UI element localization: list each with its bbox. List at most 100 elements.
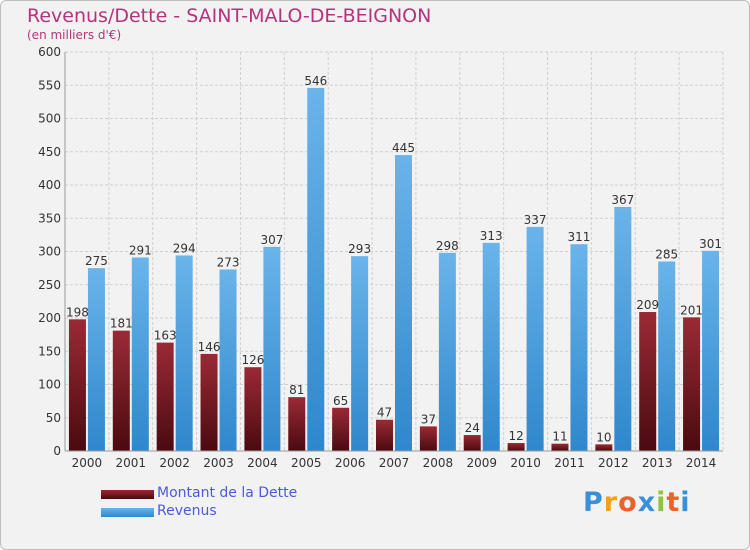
logo-letter: o: [618, 487, 638, 518]
data-label-dette: 65: [333, 394, 348, 408]
data-label-dette: 209: [636, 298, 659, 312]
y-tick-label: 600: [38, 45, 61, 59]
y-tick-label: 0: [53, 444, 61, 458]
y-tick-label: 500: [38, 112, 61, 126]
x-tick-label: 2014: [686, 456, 717, 470]
data-label-revenus: 301: [699, 237, 722, 251]
data-label-revenus: 367: [611, 193, 634, 207]
bar-revenus: [307, 87, 325, 451]
data-label-dette: 163: [154, 329, 177, 343]
bar-dette: [507, 443, 525, 451]
x-tick-label: 2003: [203, 456, 234, 470]
legend-swatch-revenus: [101, 508, 154, 517]
data-label-dette: 47: [377, 406, 392, 420]
bar-dette: [332, 407, 350, 451]
legend-label-dette: Montant de la Dette: [157, 485, 298, 501]
data-label-revenus: 546: [304, 74, 327, 88]
bar-revenus: [438, 252, 456, 451]
x-tick-label: 2005: [291, 456, 322, 470]
x-tick-label: 2008: [423, 456, 454, 470]
logo-letter: x: [637, 487, 657, 518]
y-tick-label: 150: [38, 344, 61, 358]
bar-dette: [200, 353, 218, 451]
x-tick-label: 2007: [379, 456, 410, 470]
bar-revenus: [658, 261, 676, 451]
bar-dette: [463, 435, 481, 451]
axes: 0 50 100 150 200 250 300 350 400 450 500 550 600 2000…: [38, 45, 723, 470]
x-tick-label: 2013: [642, 456, 673, 470]
bar-dette: [68, 319, 86, 451]
x-tick-label: 2011: [554, 456, 585, 470]
chart-subtitle: (en milliers d'€): [27, 28, 122, 42]
bar-dette: [376, 419, 393, 451]
data-label-revenus: 291: [129, 243, 152, 257]
y-tick-label: 50: [46, 411, 61, 425]
bars: [68, 87, 720, 451]
data-label-revenus: 285: [655, 247, 678, 261]
data-label-revenus: 337: [524, 213, 547, 227]
x-tick-label: 2004: [247, 456, 278, 470]
data-label-dette: 181: [110, 317, 133, 331]
chart-title: Revenus/Dette - SAINT-MALO-DE-BEIGNON: [27, 5, 432, 27]
data-label-revenus: 313: [480, 229, 503, 243]
y-tick-label: 100: [38, 378, 61, 392]
x-tick-label: 2010: [510, 456, 541, 470]
bar-revenus: [175, 255, 193, 451]
y-tick-label: 200: [38, 311, 61, 325]
x-tick-label: 2012: [598, 456, 629, 470]
bar-revenus: [351, 256, 369, 451]
data-labels: 198 275 181 291 163 294 146 273 126 307 81 546 65 293…: [66, 74, 722, 444]
data-label-dette: 126: [241, 353, 264, 367]
data-label-revenus: 293: [348, 242, 371, 256]
data-label-revenus: 445: [392, 141, 415, 155]
bar-dette: [419, 426, 437, 451]
bar-revenus: [482, 242, 500, 451]
bar-revenus: [614, 206, 632, 451]
x-tick-label: 2001: [116, 456, 147, 470]
data-label-dette: 81: [289, 383, 304, 397]
logo-letter: P: [583, 487, 604, 518]
bar-dette: [112, 330, 130, 451]
legend-swatch-dette: [101, 490, 154, 499]
bar-dette: [156, 342, 174, 451]
bar-revenus: [395, 155, 412, 451]
logo-letter: t: [666, 487, 681, 518]
bar-dette: [639, 312, 657, 451]
data-label-dette: 24: [465, 421, 480, 435]
data-label-dette: 11: [552, 430, 567, 444]
bar-dette: [683, 317, 701, 451]
data-label-revenus: 275: [85, 254, 108, 268]
data-label-dette: 146: [198, 340, 221, 354]
bar-revenus: [87, 268, 105, 451]
data-label-dette: 198: [66, 305, 89, 319]
data-label-revenus: 273: [217, 255, 240, 269]
bar-dette: [551, 443, 569, 451]
x-tick-label: 2006: [335, 456, 366, 470]
data-label-dette: 12: [508, 429, 523, 443]
data-label-dette: 10: [596, 430, 611, 444]
data-label-revenus: 294: [173, 241, 196, 255]
data-label-revenus: 298: [436, 239, 459, 253]
data-label-dette: 201: [680, 303, 703, 317]
legend-label-revenus: Revenus: [157, 503, 217, 519]
bar-revenus: [526, 226, 544, 451]
logo-letter: i: [656, 487, 667, 518]
x-tick-label: 2009: [466, 456, 497, 470]
data-label-revenus: 307: [260, 233, 283, 247]
bar-dette: [288, 397, 306, 451]
bar-revenus: [570, 244, 588, 451]
x-tick-label: 2000: [72, 456, 103, 470]
logo-letter: r: [603, 487, 619, 518]
y-tick-label: 400: [38, 178, 61, 192]
x-tick-label: 2002: [159, 456, 190, 470]
y-tick-label: 450: [38, 145, 61, 159]
data-label-revenus: 311: [568, 230, 591, 244]
logo-letter: i: [680, 487, 691, 518]
y-tick-label: 300: [38, 245, 61, 259]
y-tick-label: 250: [38, 278, 61, 292]
bar-dette: [244, 367, 262, 451]
bar-revenus: [131, 257, 149, 451]
bar-revenus: [702, 250, 720, 451]
